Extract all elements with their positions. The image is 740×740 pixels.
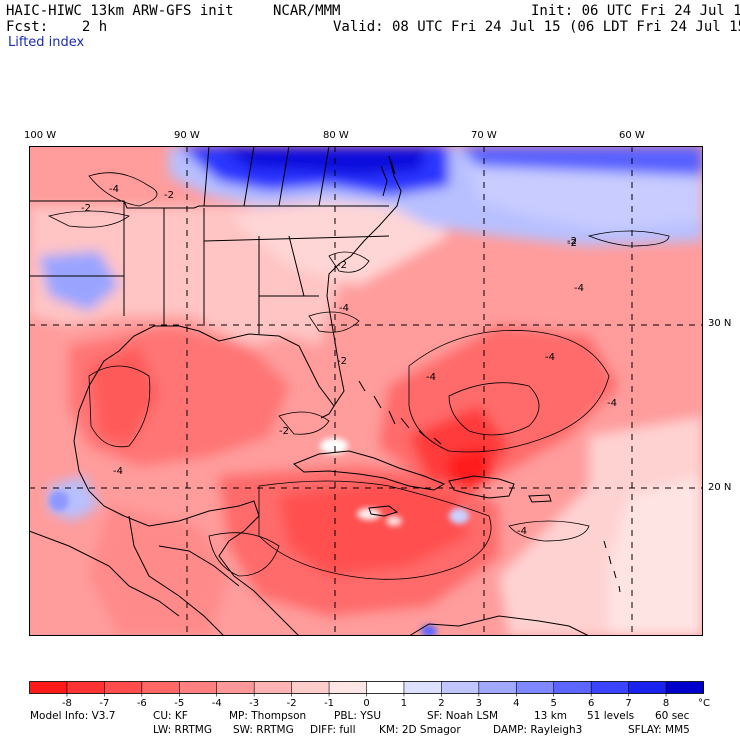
forecast-hour: Fcst: 2 h (6, 19, 108, 35)
legend-swatch (66, 681, 105, 694)
lon-label-90w: 90 W (174, 130, 200, 141)
contour-label: -4 (607, 398, 617, 409)
contour-label: -4 (517, 526, 527, 537)
legend-swatch (516, 681, 555, 694)
contour-label: -2 (337, 260, 347, 271)
legend-tick-label: -5 (174, 698, 184, 706)
footer-res: 13 km (534, 710, 568, 722)
footer-dt: 60 sec (655, 710, 690, 722)
coastlines (29, 146, 621, 636)
legend-swatch (141, 681, 180, 694)
footer-sf: SF: Noah LSM (427, 710, 499, 722)
legend-tick-label: 2 (438, 698, 444, 706)
contours (47, 172, 670, 580)
contour-label: -2 (279, 426, 289, 437)
legend-swatch (179, 681, 218, 694)
legend-tick-label: 1 (401, 698, 407, 706)
org-label: NCAR/MMM (273, 3, 341, 19)
contour-label: -4 (426, 372, 436, 383)
legend-swatch (628, 681, 667, 694)
footer-mp: MP: Thompson (229, 710, 307, 722)
map-frame (29, 146, 703, 636)
contour-label: -4 (339, 303, 349, 314)
legend-swatch (553, 681, 592, 694)
lon-label-80w: 80 W (323, 130, 349, 141)
legend-swatch (478, 681, 517, 694)
contour-label: -4 (113, 466, 123, 477)
lon-label-70w: 70 W (471, 130, 497, 141)
legend-swatch (366, 681, 405, 694)
lifted-index-map: -4 -2 -2 -2 -2 -2 -2 -4 -4 -4 -4 -4 -2 -… (29, 146, 703, 636)
legend-unit: °C (698, 698, 710, 706)
legend-swatch (591, 681, 630, 694)
lon-label-60w: 60 W (619, 130, 645, 141)
legend-tick-label: 3 (476, 698, 482, 706)
footer-km: KM: 2D Smagor (379, 724, 461, 736)
legend-tick-label: 8 (663, 698, 669, 706)
legend-tick-label: -3 (249, 698, 259, 706)
legend-tick-label: 5 (551, 698, 557, 706)
contour-label: -4 (574, 283, 584, 294)
footer-cu: CU: KF (153, 710, 188, 722)
lon-label-100w: 100 W (24, 130, 57, 141)
model-title: HAIC-HIWC 13km ARW-GFS init (6, 3, 234, 19)
field-name: Lifted index (8, 35, 85, 50)
footer-sw: SW: RRTMG (233, 724, 294, 736)
contour-label: -2 (164, 190, 174, 201)
footer-levels: 51 levels (587, 710, 635, 722)
lat-label-30n: 30 N (708, 318, 732, 329)
footer-sflay: SFLAY: MM5 (628, 724, 690, 736)
legend-tick-label: -1 (324, 698, 334, 706)
legend-tick-label: 6 (588, 698, 594, 706)
legend-ticks: -8 -7 -6 -5 -4 -3 -2 -1 0 1 2 3 4 5 6 7 8 (62, 681, 669, 706)
legend-swatch (666, 681, 704, 694)
legend-swatch (291, 681, 330, 694)
footer-lw: LW: RRTMG (153, 724, 212, 736)
contour-label: -2 (567, 238, 577, 249)
legend-swatch (254, 681, 293, 694)
contour-labels: -4 -2 -2 -2 -2 -2 -2 -4 -4 -4 -4 -4 -2 -… (81, 184, 617, 537)
footer-model-info: Model Info: V3.7 (30, 710, 116, 722)
legend-tick-label: 4 (513, 698, 519, 706)
contour-label: -4 (109, 184, 119, 195)
legend-tick-label: -7 (99, 698, 109, 706)
lat-label-20n: 20 N (708, 482, 732, 493)
legend-swatch (403, 681, 442, 694)
contour-label: -2 (567, 236, 577, 247)
footer-damp: DAMP: Rayleigh3 (493, 724, 583, 736)
footer-diff: DIFF: full (310, 724, 356, 736)
contour-label: -2 (337, 356, 347, 367)
legend-swatch (29, 681, 68, 694)
legend-tick-label: 0 (363, 698, 369, 706)
footer-pbl: PBL: YSU (334, 710, 382, 722)
legend-tick-label: 7 (625, 698, 631, 706)
legend-tick-label: -6 (137, 698, 147, 706)
valid-time: Valid: 08 UTC Fri 24 Jul 15 (06 LDT Fri … (333, 19, 740, 35)
contour-label: -4 (545, 352, 555, 363)
legend-swatch (216, 681, 255, 694)
lat-lon-grid (29, 146, 703, 636)
legend-colorbar: -8 -7 -6 -5 -4 -3 -2 -1 0 1 2 3 4 5 6 7 8 °C (29, 681, 710, 706)
legend-swatch (104, 681, 143, 694)
legend-tick-label: -8 (62, 698, 72, 706)
legend-swatch (441, 681, 480, 694)
init-time: Init: 06 UTC Fri 24 Jul 15 (531, 3, 740, 19)
contour-label: -2 (81, 203, 91, 214)
legend-tick-label: -4 (212, 698, 222, 706)
legend-tick-label: -2 (287, 698, 297, 706)
legend-swatches (29, 681, 704, 694)
legend-swatch (329, 681, 367, 694)
